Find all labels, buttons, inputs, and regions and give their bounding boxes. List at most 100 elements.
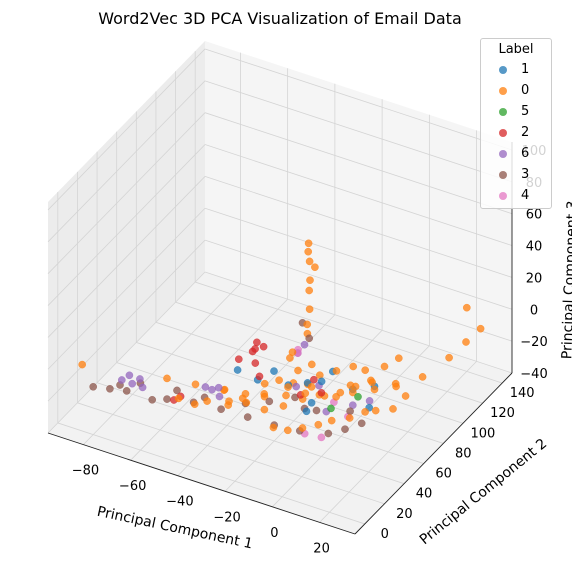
scatter-point-label-0 [476, 324, 485, 333]
scatter-point-label-0 [336, 388, 345, 397]
scatter-point-label-0 [163, 374, 171, 383]
scatter-point-label-2 [248, 347, 257, 356]
grid-line-z [47, 271, 206, 434]
x-tick-label: 20 [313, 541, 330, 556]
scatter-point-label-0 [346, 381, 355, 390]
grid-line-z [47, 239, 206, 402]
x-tick-label: −20 [213, 510, 240, 525]
grid-line-z [47, 48, 206, 211]
scatter-point-label-6 [365, 397, 374, 405]
scatter-point-label-0 [305, 305, 314, 314]
scatter-point-label-0 [275, 376, 283, 385]
legend-item-0: 0 [481, 80, 551, 101]
z-tick-label: −20 [520, 335, 547, 350]
scatter-point-label-0 [298, 424, 307, 432]
grid-line-x [83, 283, 241, 445]
scatter-point-label-0 [306, 276, 314, 285]
legend-label: 2 [521, 125, 530, 140]
scatter-point-label-2 [317, 388, 326, 397]
scatter-point-label-6 [214, 383, 223, 392]
scatter-point-label-6 [125, 371, 134, 380]
scatter-point-label-0 [305, 286, 314, 295]
legend-label: 1 [521, 62, 530, 77]
grid-line-z [204, 112, 513, 215]
grid-line-z [47, 207, 206, 370]
scatter-point-label-2 [310, 375, 318, 384]
y-tick-label: 0 [381, 527, 389, 542]
scatter-point-label-0 [225, 397, 233, 406]
scatter-point-label-3 [357, 419, 366, 428]
pane-left [48, 41, 205, 433]
scatter-point-label-3 [346, 407, 354, 416]
scatter-point-label-0 [260, 390, 269, 398]
scatter-point-label-0 [445, 353, 453, 362]
scatter-point-label-0 [391, 379, 400, 388]
scatter-point-label-6 [292, 382, 301, 391]
grid-line-x [319, 361, 477, 523]
scatter-point-label-3 [324, 429, 333, 438]
legend-item-5: 5 [481, 101, 551, 122]
scatter-point-label-3 [106, 384, 114, 393]
scatter-point-label-0 [190, 400, 199, 409]
scatter-point-label-6 [138, 383, 147, 392]
z-tick-label: 60 [526, 208, 543, 223]
scatter-point-label-4 [317, 433, 326, 442]
scatter-point-label-0 [294, 366, 302, 375]
scatter-point-label-0 [260, 379, 269, 388]
scatter-point-label-0 [238, 394, 247, 403]
scatter-point-label-0 [174, 394, 183, 403]
x-tick-label: 0 [270, 526, 278, 541]
grid-line-z [204, 80, 513, 183]
pane-bottom [48, 272, 512, 534]
scatter-point-label-0 [368, 378, 376, 387]
scatter-point-label-0 [283, 426, 292, 435]
scatter-point-label-0 [462, 303, 471, 312]
legend-item-3: 3 [481, 164, 551, 185]
legend-item-4: 4 [481, 185, 551, 206]
scatter-point-label-0 [418, 373, 427, 381]
z-axis-label: Principal Component 3 [559, 200, 572, 359]
y-tick-label: 40 [416, 487, 433, 502]
grid-line-z [204, 271, 513, 374]
z-tick-label: −40 [520, 367, 547, 382]
x-axis-line [47, 432, 356, 535]
grid-line-y [136, 342, 444, 444]
grid-line-y [195, 281, 503, 384]
scatter-point-label-0 [191, 380, 200, 389]
scatter-point-label-3 [312, 406, 321, 415]
grid-line-z [47, 144, 206, 306]
scatter-point-label-0 [311, 263, 319, 272]
scatter-point-label-2 [253, 338, 261, 347]
chart-title: Word2Vec 3D PCA Visualization of Email D… [98, 9, 462, 28]
scatter-point-label-3 [243, 413, 252, 421]
scatter-point-label-6 [300, 340, 309, 349]
scatter-point-label-6 [118, 376, 126, 384]
legend-marker [499, 86, 507, 95]
data-points [78, 239, 485, 442]
scatter-point-label-0 [332, 367, 341, 375]
scatter-point-label-3 [163, 395, 171, 403]
z-tick-label: 40 [526, 240, 543, 255]
legend-marker [499, 191, 507, 200]
scatter-point-label-3 [265, 397, 274, 406]
scatter-point-label-0 [361, 408, 369, 416]
x-tick-label: −40 [166, 495, 193, 510]
scatter-point-label-3 [173, 386, 181, 395]
scatter-point-label-0 [349, 362, 358, 371]
scatter-point-label-6 [136, 375, 144, 383]
grid-line-x [272, 345, 430, 508]
y-tick-label: 60 [435, 467, 452, 482]
scatter-point-label-1 [270, 367, 278, 375]
scatter-point-label-0 [284, 383, 292, 391]
legend-label: 6 [521, 146, 530, 161]
grid-line-y [155, 321, 464, 424]
x-tick-label: −60 [119, 479, 146, 494]
grid-line-z [204, 207, 513, 310]
y-tick-label: 20 [396, 507, 413, 522]
z-tick-label: 0 [530, 303, 538, 318]
scatter-point-label-5 [327, 404, 335, 413]
scatter-point-label-1 [317, 377, 326, 386]
scatter-point-label-0 [282, 391, 290, 400]
scatter-point-label-0 [371, 406, 380, 415]
